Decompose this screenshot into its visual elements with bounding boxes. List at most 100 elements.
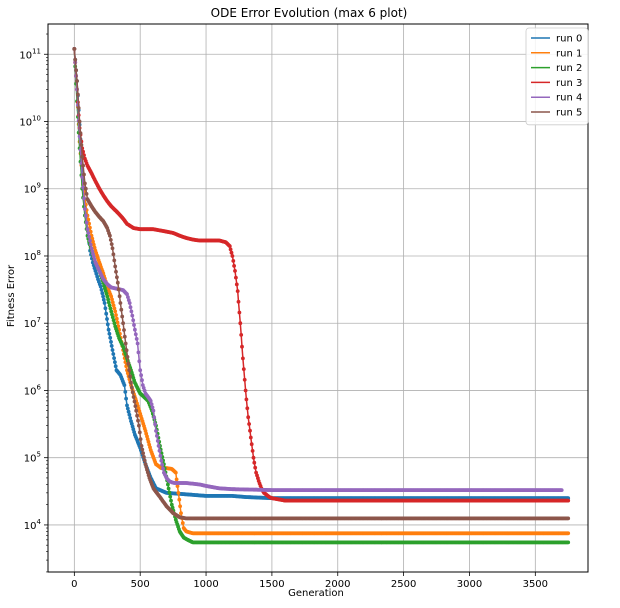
data-point <box>98 284 103 289</box>
data-point <box>149 402 154 406</box>
data-point <box>175 484 180 488</box>
data-point <box>142 455 146 459</box>
data-point <box>127 368 132 372</box>
data-point <box>134 408 139 413</box>
data-point <box>242 377 247 382</box>
data-point <box>566 540 571 545</box>
data-point <box>238 321 243 326</box>
data-point <box>132 399 137 404</box>
data-point <box>120 314 125 319</box>
data-point <box>112 321 117 326</box>
data-point <box>102 301 107 305</box>
data-point <box>124 348 129 353</box>
data-point <box>113 364 118 369</box>
data-point <box>101 294 105 299</box>
data-point <box>108 335 113 340</box>
data-point <box>107 303 112 308</box>
data-point <box>72 47 77 51</box>
data-point <box>160 462 165 467</box>
data-point <box>177 497 182 502</box>
data-point <box>124 364 129 369</box>
series-run-5 <box>72 47 571 521</box>
data-point <box>113 264 118 269</box>
data-point <box>235 289 240 293</box>
data-point <box>83 186 88 191</box>
data-point <box>133 327 137 332</box>
data-point <box>237 310 242 315</box>
data-point <box>82 196 86 201</box>
y-tick-label: 1011 <box>19 47 41 61</box>
data-point <box>153 422 158 427</box>
data-point <box>245 406 250 411</box>
data-point <box>114 313 118 317</box>
data-point <box>167 490 172 495</box>
data-point <box>91 242 96 247</box>
data-point <box>105 322 110 327</box>
data-point <box>116 287 121 292</box>
legend-label: run 4 <box>556 93 582 104</box>
legend-label: run 2 <box>556 63 582 74</box>
data-point <box>91 254 96 259</box>
legend: run 0 run 1 run 2 run 3 run 4 run 5 <box>525 27 589 126</box>
y-tick-label: 106 <box>24 383 42 397</box>
data-point <box>138 437 143 441</box>
data-point <box>140 447 145 452</box>
data-point <box>106 327 111 332</box>
series-run-3 <box>72 47 571 503</box>
data-point <box>168 494 173 499</box>
data-point <box>118 301 123 305</box>
data-point <box>122 328 126 332</box>
x-tick-label: 2500 <box>391 579 416 590</box>
data-point <box>111 352 116 356</box>
data-point <box>180 521 185 525</box>
data-point <box>130 390 135 395</box>
data-point <box>234 282 239 287</box>
data-point <box>135 341 140 346</box>
data-point <box>247 422 252 426</box>
data-point <box>115 275 119 280</box>
data-point <box>105 317 109 321</box>
data-point <box>132 323 136 327</box>
data-point <box>90 249 95 254</box>
data-point <box>80 154 85 159</box>
data-point <box>112 306 117 311</box>
data-point <box>236 299 241 304</box>
data-point <box>154 429 158 433</box>
data-point <box>116 324 121 328</box>
data-point <box>83 181 87 186</box>
data-point <box>108 306 113 311</box>
data-point <box>156 444 161 448</box>
legend-item: run 1 <box>531 48 582 59</box>
data-point <box>179 511 183 515</box>
data-point <box>123 341 128 346</box>
data-point <box>84 220 89 225</box>
data-point <box>125 406 130 411</box>
data-point <box>155 434 159 438</box>
data-point <box>142 458 147 463</box>
data-point <box>121 321 125 326</box>
data-point <box>114 316 119 321</box>
data-point <box>126 295 130 299</box>
data-point <box>231 259 236 263</box>
data-point <box>83 207 87 211</box>
data-point <box>152 415 157 420</box>
y-tick-label: 107 <box>24 316 41 330</box>
data-point <box>87 235 91 239</box>
data-point <box>246 415 251 420</box>
data-point <box>151 408 156 413</box>
data-point <box>99 288 104 292</box>
data-point <box>124 396 128 401</box>
data-point <box>136 350 141 355</box>
data-point <box>78 131 83 136</box>
data-point <box>126 409 131 414</box>
data-point <box>566 498 571 503</box>
data-point <box>131 318 136 323</box>
data-point <box>135 413 140 418</box>
data-point <box>86 231 91 235</box>
data-point <box>122 334 127 339</box>
data-point <box>114 269 118 274</box>
data-point <box>129 380 133 385</box>
data-point <box>117 294 122 299</box>
data-point <box>161 466 165 471</box>
